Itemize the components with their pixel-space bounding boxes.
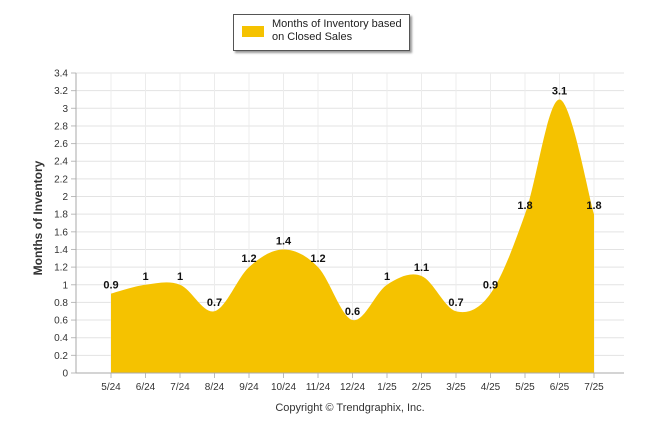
- legend-label: Months of Inventory based on Closed Sale…: [272, 18, 402, 43]
- y-tick-label: 2.2: [54, 174, 68, 185]
- y-tick-label: 3.4: [54, 69, 68, 80]
- y-tick-label: 0.4: [54, 333, 68, 344]
- y-tick-label: 0: [62, 369, 68, 380]
- data-label: 1: [142, 271, 148, 283]
- y-tick-label: 0.6: [54, 316, 68, 327]
- x-tick-label: 10/24: [271, 382, 296, 393]
- x-tick-label: 8/24: [205, 382, 225, 393]
- data-label: 1.2: [310, 253, 325, 265]
- data-label: 0.6: [345, 306, 360, 318]
- y-tick-label: 1: [62, 280, 68, 291]
- y-axis-title: Months of Inventory: [31, 160, 45, 276]
- x-tick-label: 6/24: [136, 382, 156, 393]
- axes: 0 0.2 0.4 0.6 0.8 1 1.2 1.4 1.6 1.8 2 2.2 2.4 2.6 2.8 3…: [54, 69, 624, 393]
- y-tick-label: 1.6: [54, 227, 68, 238]
- y-tick-label: 2.4: [54, 157, 68, 168]
- y-tick-label: 0.2: [54, 351, 68, 362]
- x-tick-label: 5/25: [515, 382, 535, 393]
- data-label: 3.1: [552, 85, 567, 97]
- y-tick-label: 2.6: [54, 139, 68, 150]
- x-tick-label: 12/24: [340, 382, 365, 393]
- data-label: 1.2: [241, 253, 256, 265]
- y-tick-label: 1.8: [54, 210, 68, 221]
- data-label: 1.4: [276, 235, 292, 247]
- y-tick-label: 2.8: [54, 121, 68, 132]
- x-tick-label: 3/25: [446, 382, 466, 393]
- y-tick-label: 0.8: [54, 298, 68, 309]
- data-label: 0.9: [103, 280, 118, 292]
- series-area: [111, 99, 594, 373]
- x-tick-label: 1/25: [377, 382, 397, 393]
- y-tick-label: 1.4: [54, 245, 68, 256]
- data-label: 0.7: [448, 297, 463, 309]
- data-label: 1.8: [517, 200, 532, 212]
- y-tick-label: 2: [62, 192, 68, 203]
- x-tick-label: 2/25: [412, 382, 432, 393]
- y-tick-label: 3: [62, 104, 68, 115]
- legend-swatch: [242, 26, 264, 37]
- x-tick-label: 5/24: [101, 382, 121, 393]
- y-tick-label: 1.2: [54, 263, 68, 274]
- data-label: 1: [384, 271, 390, 283]
- x-tick-label: 6/25: [550, 382, 570, 393]
- y-tick-label: 3.2: [54, 86, 68, 97]
- area-series: [111, 99, 594, 373]
- data-label: 1.1: [414, 262, 429, 274]
- copyright-text: Copyright © Trendgraphix, Inc.: [275, 402, 425, 414]
- legend: Months of Inventory based on Closed Sale…: [233, 14, 410, 51]
- x-tick-label: 11/24: [306, 382, 331, 393]
- data-labels: 0.9 1 1 0.7 1.2 1.4 1.2 0.6 1 1.1 0.7 0.9 1.8 3.1 1.8: [103, 85, 601, 318]
- data-label: 1: [177, 271, 183, 283]
- x-tick-label: 7/24: [170, 382, 190, 393]
- x-tick-label: 4/25: [481, 382, 501, 393]
- data-label: 0.9: [483, 280, 498, 292]
- x-tick-label: 7/25: [584, 382, 604, 393]
- data-label: 1.8: [586, 200, 601, 212]
- data-label: 0.7: [207, 297, 222, 309]
- x-tick-label: 9/24: [239, 382, 259, 393]
